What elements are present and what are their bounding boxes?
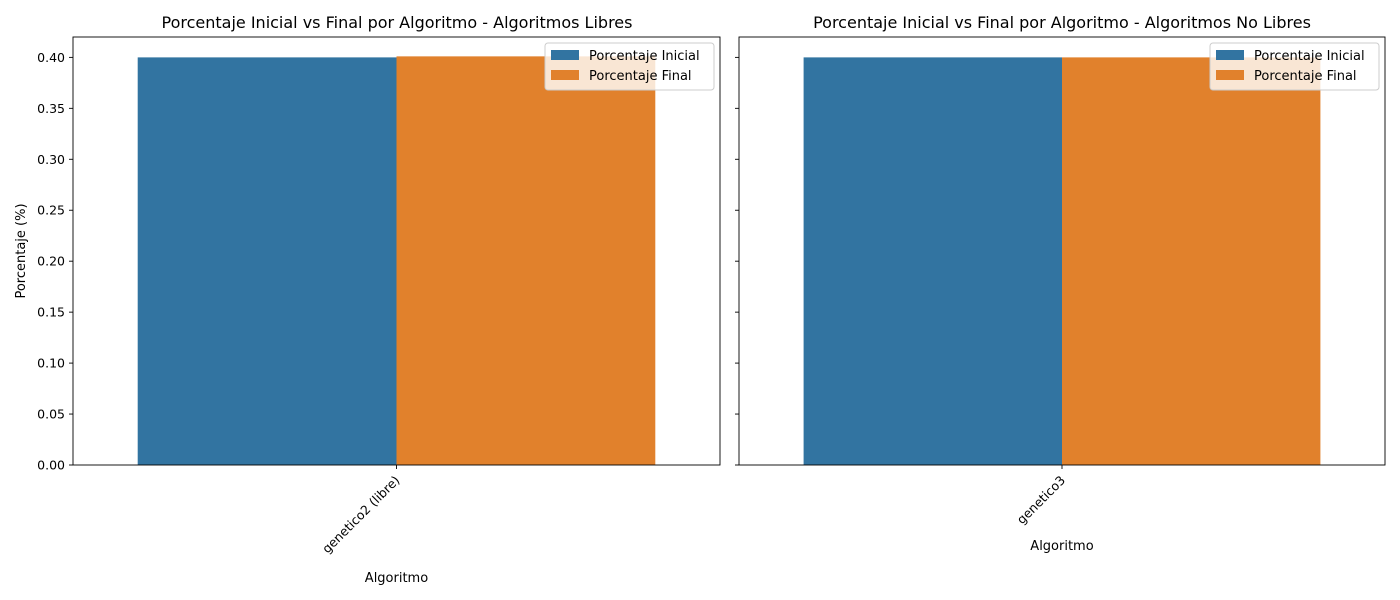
legend-label: Porcentaje Final: [1254, 69, 1357, 84]
chart-panel-1: 0.00 0.05 0.10 0.15 0.20 0.25 0.30 0.35 0.40 gene…: [14, 13, 721, 586]
bar-1-1: [803, 57, 1062, 465]
y-tick-label: 0.25: [37, 203, 65, 218]
y-tick-label: 0.20: [37, 254, 65, 269]
legend-swatch-2: [1216, 70, 1244, 80]
y-tick-label: 0.30: [37, 152, 65, 167]
y-axis-label: Porcentaje (%): [14, 203, 29, 298]
y-tick-label: 0.05: [37, 407, 65, 422]
chart-panel-2: genetico3 Porcentaje Inicial vs Final por…: [735, 13, 1386, 554]
bar-2-1: [396, 56, 656, 465]
x-tick-label: genetico3: [1014, 473, 1069, 528]
y-tick-label: 0.00: [37, 458, 65, 473]
y-tick-label: 0.40: [37, 50, 65, 65]
legend-swatch-1: [551, 50, 579, 60]
y-tick-label: 0.15: [37, 305, 65, 320]
chart-title: Porcentaje Inicial vs Final por Algoritm…: [162, 13, 633, 32]
legend-label: Porcentaje Inicial: [589, 49, 700, 64]
y-tick-label: 0.35: [37, 101, 65, 116]
x-tick-label: genetico2 (libre): [319, 473, 403, 557]
x-axis-label: Algoritmo: [365, 571, 428, 586]
legend-label: Porcentaje Final: [589, 69, 692, 84]
legend: Porcentaje Inicial Porcentaje Final: [544, 42, 715, 91]
legend-label: Porcentaje Inicial: [1254, 49, 1365, 64]
chart-title: Porcentaje Inicial vs Final por Algoritm…: [813, 13, 1311, 32]
legend-box: [1209, 42, 1380, 91]
bar-1-1: [137, 57, 397, 465]
legend-swatch-2: [551, 70, 579, 80]
legend-swatch-1: [1216, 50, 1244, 60]
y-tick-label: 0.10: [37, 356, 65, 371]
legend-box: [544, 42, 715, 91]
legend: Porcentaje Inicial Porcentaje Final: [1209, 42, 1380, 91]
x-axis-label: Algoritmo: [1030, 539, 1093, 554]
bar-2-1: [1062, 57, 1321, 465]
